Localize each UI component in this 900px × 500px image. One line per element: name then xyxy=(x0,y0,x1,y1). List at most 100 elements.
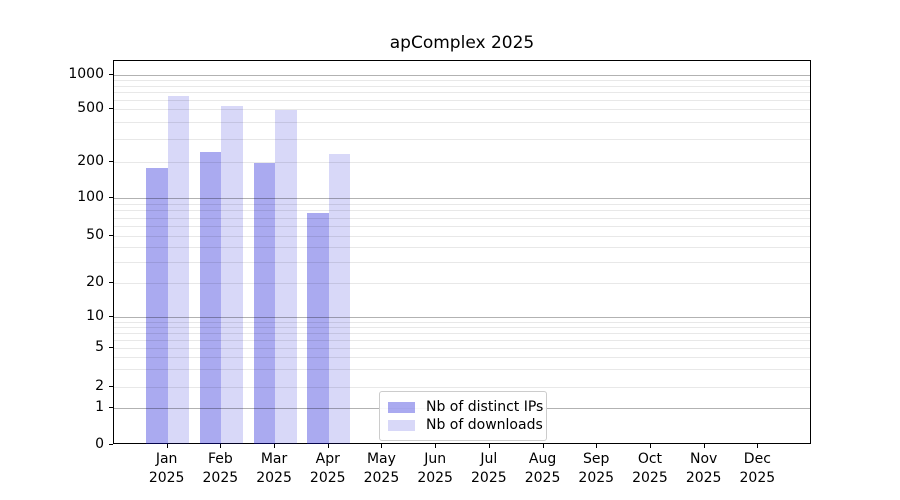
x-tick-month: Jun xyxy=(424,451,447,467)
x-tick-month: May xyxy=(366,451,396,467)
minor-gridline xyxy=(114,386,810,388)
x-tick-label-mar: Mar 2025 xyxy=(234,450,314,488)
x-tick-mark xyxy=(542,444,544,448)
y-tick-label: 1000 xyxy=(68,65,104,82)
x-tick-label-apr: Apr 2025 xyxy=(288,450,368,488)
x-tick-year: 2025 xyxy=(632,470,668,486)
y-tick-mark xyxy=(109,407,113,408)
x-tick-label-dec: Dec 2025 xyxy=(717,450,797,488)
y-tick-label: 2 xyxy=(95,377,104,394)
x-tick-year: 2025 xyxy=(148,470,185,486)
bar-downloads xyxy=(328,153,351,445)
major-gridline xyxy=(114,198,810,199)
x-tick-mark xyxy=(703,444,705,448)
bar-downloads xyxy=(167,95,190,445)
x-tick-mark xyxy=(274,444,276,448)
minor-gridline xyxy=(114,321,810,323)
y-tick-label: 10 xyxy=(86,308,104,324)
y-tick-mark xyxy=(109,108,113,109)
minor-gridline xyxy=(114,92,810,94)
bar-distinct-ips xyxy=(253,162,276,445)
x-tick-label-sep: Sep 2025 xyxy=(556,450,636,488)
x-tick-year: 2025 xyxy=(309,470,346,486)
legend-label: Nb of distinct IPs xyxy=(426,399,544,415)
x-tick-month: Apr xyxy=(315,451,340,467)
minor-gridline xyxy=(114,262,810,264)
x-tick-mark xyxy=(596,444,598,448)
minor-gridline xyxy=(114,357,810,359)
x-tick-mark xyxy=(166,444,168,448)
x-tick-year: 2025 xyxy=(363,470,400,486)
x-tick-month: Jan xyxy=(155,451,178,467)
major-gridline xyxy=(114,317,810,318)
x-tick-year: 2025 xyxy=(256,470,292,486)
x-tick-year: 2025 xyxy=(417,470,453,486)
minor-gridline xyxy=(114,99,810,101)
y-tick-label: 100 xyxy=(77,189,104,205)
legend-label: Nb of downloads xyxy=(426,417,543,433)
minor-gridline xyxy=(114,326,810,328)
bar-downloads xyxy=(221,106,243,445)
x-tick-month: Oct xyxy=(637,451,663,467)
legend: Nb of distinct IPs Nb of downloads xyxy=(379,391,547,441)
y-tick-label: 0 xyxy=(95,435,104,452)
x-tick-year: 2025 xyxy=(471,470,507,486)
x-tick-label-jul: Jul 2025 xyxy=(449,450,529,488)
x-tick-mark xyxy=(649,444,651,448)
x-tick-mark xyxy=(327,444,329,448)
x-tick-year: 2025 xyxy=(202,470,239,486)
minor-gridline xyxy=(114,332,810,334)
minor-gridline xyxy=(114,283,810,284)
x-tick-month: Feb xyxy=(207,451,233,467)
x-tick-month: Aug xyxy=(528,451,557,467)
y-tick-label: 1 xyxy=(95,399,104,415)
x-tick-year: 2025 xyxy=(578,470,615,486)
y-tick-label: 200 xyxy=(77,153,104,169)
minor-gridline xyxy=(114,203,810,205)
minor-gridline xyxy=(114,121,810,123)
y-tick-mark xyxy=(109,385,113,387)
legend-item-downloads: Nb of downloads xyxy=(388,416,543,434)
legend-swatch xyxy=(388,401,415,413)
minor-gridline xyxy=(114,79,810,81)
bar-downloads xyxy=(275,110,297,445)
minor-gridline xyxy=(114,226,810,227)
y-tick-mark xyxy=(109,235,113,236)
y-tick-label: 50 xyxy=(86,227,104,243)
legend-item-distinct-ips: Nb of distinct IPs xyxy=(388,398,543,416)
minor-gridline xyxy=(114,138,810,140)
y-tick-mark xyxy=(109,197,113,198)
y-tick-mark xyxy=(109,347,113,348)
minor-gridline xyxy=(114,85,810,87)
bar-distinct-ips xyxy=(199,151,222,445)
minor-gridline xyxy=(114,339,810,341)
x-tick-label-oct: Oct 2025 xyxy=(610,450,690,488)
legend-swatch xyxy=(388,419,415,431)
y-tick-label: 500 xyxy=(77,100,104,116)
y-tick-mark xyxy=(109,73,113,75)
x-tick-mark xyxy=(757,444,759,448)
x-tick-mark xyxy=(435,444,437,448)
bar-distinct-ips xyxy=(146,168,168,445)
x-tick-label-aug: Aug 2025 xyxy=(503,450,583,488)
major-gridline xyxy=(114,74,810,76)
x-tick-label-feb: Feb 2025 xyxy=(180,450,260,488)
x-tick-label-nov: Nov 2025 xyxy=(664,450,744,488)
minor-gridline xyxy=(114,369,810,371)
chart-title: apComplex 2025 xyxy=(389,33,535,53)
y-tick-mark xyxy=(109,161,113,162)
x-tick-year: 2025 xyxy=(739,470,776,486)
x-tick-label-jan: Jan 2025 xyxy=(127,450,207,488)
x-tick-label-may: May 2025 xyxy=(341,450,421,488)
x-tick-month: Jul xyxy=(480,451,498,467)
x-tick-month: Nov xyxy=(689,451,718,467)
x-tick-month: Mar xyxy=(260,451,288,467)
x-tick-year: 2025 xyxy=(524,470,561,486)
x-tick-month: Dec xyxy=(743,451,771,467)
minor-gridline xyxy=(114,247,810,249)
x-tick-label-jun: Jun 2025 xyxy=(395,450,475,488)
y-tick-mark xyxy=(109,443,113,445)
y-tick-label: 5 xyxy=(95,339,104,355)
bar-distinct-ips xyxy=(307,213,329,445)
